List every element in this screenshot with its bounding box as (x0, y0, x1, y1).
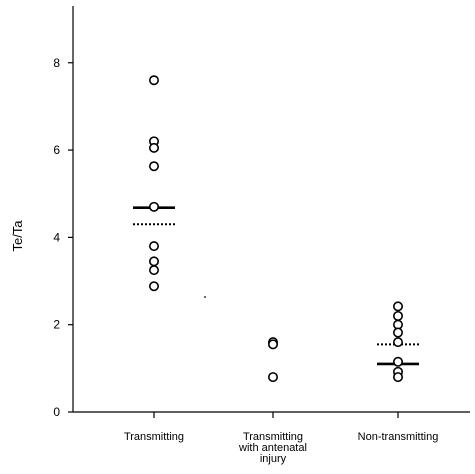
data-point (392, 301, 403, 312)
x-category-label: Transmitting (243, 431, 303, 443)
x-category-label: Transmitting (124, 431, 184, 443)
data-marks (133, 75, 419, 383)
data-point (392, 372, 403, 383)
x-category-label: with antenatal (238, 442, 307, 454)
data-point (149, 75, 160, 86)
data-point (392, 327, 403, 338)
y-axis-title: Te/Ta (10, 220, 25, 252)
y-tick-label: 4 (53, 230, 60, 244)
data-point (267, 372, 278, 383)
y-tick-label: 8 (53, 56, 60, 70)
data-point (392, 337, 403, 348)
data-point (392, 356, 403, 367)
y-tick-label: 0 (53, 405, 60, 419)
data-point (149, 142, 160, 153)
data-point (149, 161, 160, 172)
stray-dot (204, 296, 206, 298)
data-point (149, 201, 160, 212)
data-point (149, 241, 160, 252)
y-tick-label: 2 (53, 318, 60, 332)
data-point (392, 310, 403, 321)
data-point (149, 281, 160, 292)
y-tick-label: 6 (53, 143, 60, 157)
data-point (149, 265, 160, 276)
data-point (149, 256, 160, 267)
x-category-label: injury (260, 453, 287, 465)
data-point (267, 339, 278, 350)
x-category-label: Non-transmitting (358, 431, 439, 443)
